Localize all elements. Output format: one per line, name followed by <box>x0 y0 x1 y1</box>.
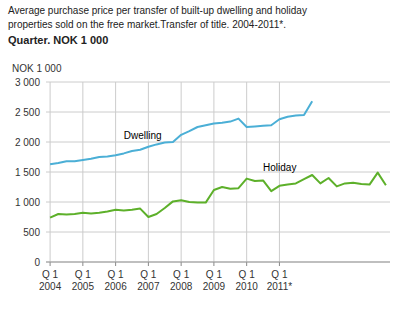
line-series <box>50 101 312 164</box>
y-grid-line <box>46 232 390 233</box>
title: properties sold on the free market.Trans… <box>8 19 286 30</box>
y-grid-line <box>46 202 390 203</box>
grid <box>46 82 390 262</box>
x-tick-label-line: Q 1 <box>42 269 59 280</box>
x-grid-line <box>246 82 247 262</box>
annotation: Holiday <box>263 162 296 173</box>
y-grid-line <box>46 172 390 173</box>
y-grid-line <box>46 262 390 263</box>
x-tick <box>115 262 116 266</box>
x-tick-label: Q 12005 <box>72 269 95 292</box>
x-tick-label-line: Q 1 <box>140 269 157 280</box>
y-grid-line <box>46 112 390 113</box>
x-tick <box>82 262 83 266</box>
y-tick-label: 1 500 <box>15 167 40 178</box>
background <box>0 0 400 320</box>
title: Average purchase price per transfer of b… <box>8 5 307 16</box>
line-series <box>50 173 386 218</box>
x-tick-label-line: 2005 <box>72 281 95 292</box>
y-tick-label: 2 500 <box>15 107 40 118</box>
y-tick-label: 3 000 <box>15 77 40 88</box>
x-tick-label: Q 12010 <box>236 269 259 292</box>
x-tick-label-line: 2004 <box>39 281 62 292</box>
x-tick <box>148 262 149 266</box>
x-tick-label-line: Q 1 <box>108 269 125 280</box>
y-axis-label: NOK 1 000 <box>12 63 62 74</box>
y-tick-label: 2 000 <box>15 137 40 148</box>
y-grid-line <box>46 82 390 83</box>
x-grid-line <box>115 82 116 262</box>
x-tick-label-line: 2006 <box>104 281 127 292</box>
x-tick-label: Q 12008 <box>170 269 193 292</box>
x-tick-label-line: 2011* <box>267 281 293 292</box>
x-tick-label: Q 12009 <box>203 269 226 292</box>
y-tick-label: 1 000 <box>15 197 40 208</box>
x-tick-label-line: Q 1 <box>206 269 223 280</box>
chart: Average purchase price per transfer of b… <box>0 0 400 320</box>
x-tick-label: Q 12007 <box>137 269 160 292</box>
x-grid-line <box>148 82 149 262</box>
annotation: Dwelling <box>124 130 162 141</box>
x-tick-label: Q 12006 <box>104 269 127 292</box>
x-tick-label-line: Q 1 <box>271 269 288 280</box>
y-grid-line <box>46 142 390 143</box>
x-tick <box>246 262 247 266</box>
y-tick-label: 0 <box>34 257 40 268</box>
plot-area <box>50 101 386 217</box>
x-tick-label-line: 2008 <box>170 281 193 292</box>
subtitle: Quarter. NOK 1 000 <box>8 34 108 46</box>
x-tick-label: Q 12004 <box>39 269 62 292</box>
x-tick-label-line: Q 1 <box>173 269 190 280</box>
x-tick <box>213 262 214 266</box>
x-axis-line <box>46 262 390 263</box>
x-grid-line <box>213 82 214 262</box>
x-tick-label-line: 2010 <box>236 281 259 292</box>
x-tick-label-line: 2009 <box>203 281 226 292</box>
x-grid-line <box>82 82 83 262</box>
x-tick-label-line: Q 1 <box>75 269 92 280</box>
x-grid-line <box>50 82 51 262</box>
x-tick-label-line: Q 1 <box>239 269 256 280</box>
y-tick-label: 500 <box>23 227 40 238</box>
x-grid-line <box>181 82 182 262</box>
x-tick-label-line: 2007 <box>137 281 160 292</box>
x-tick <box>279 262 280 266</box>
x-tick-label: Q 12011* <box>267 269 293 292</box>
x-tick <box>50 262 51 266</box>
x-tick <box>181 262 182 266</box>
